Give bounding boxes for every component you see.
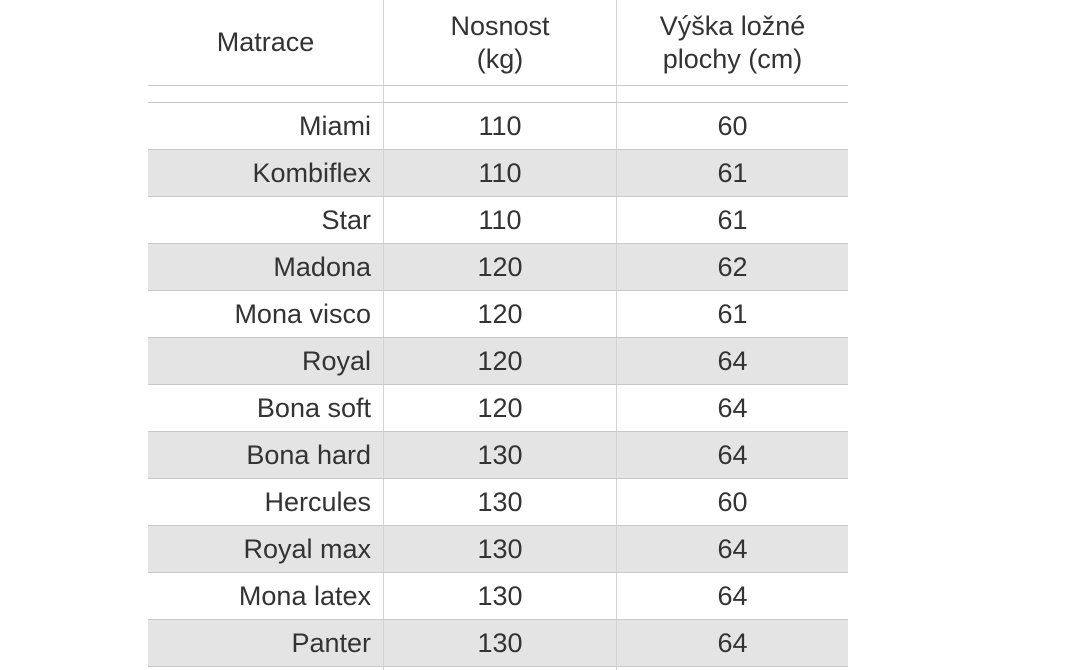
height-value: 60 <box>616 479 848 525</box>
table-row: Bona soft 120 64 <box>148 385 848 432</box>
spacer-cell <box>148 86 383 102</box>
table-row: Hercules 130 60 <box>148 479 848 526</box>
table-row: Mona visco 120 61 <box>148 291 848 338</box>
capacity-value: 130 <box>383 526 616 572</box>
mattress-name: Hercules <box>264 486 371 517</box>
height-value: 64 <box>616 385 848 431</box>
height-value: 64 <box>616 338 848 384</box>
mattress-comparison-table: Matrace Nosnost (kg) Výška ložné plochy … <box>148 0 848 670</box>
header-line: plochy (cm) <box>662 43 803 74</box>
header-line: Nosnost <box>450 10 550 41</box>
mattress-name: Madona <box>273 251 371 282</box>
spacer-cell <box>616 667 848 670</box>
mattress-name: Mona visco <box>234 298 371 329</box>
capacity-value: 120 <box>383 291 616 337</box>
height-value: 64 <box>616 620 848 666</box>
mattress-name: Kombiflex <box>252 157 371 188</box>
header-line: Výška ložné <box>659 10 806 41</box>
capacity-value: 110 <box>383 197 616 243</box>
table-row: Madona 120 62 <box>148 244 848 291</box>
mattress-name: Miami <box>299 110 371 141</box>
capacity-value: 110 <box>383 150 616 196</box>
table-row: Mona latex 130 64 <box>148 573 848 620</box>
column-header-vyska: Výška ložné plochy (cm) <box>616 0 848 85</box>
height-value: 62 <box>616 244 848 290</box>
spacer-cell <box>616 86 848 102</box>
table-row: Royal 120 64 <box>148 338 848 385</box>
height-value: 61 <box>616 291 848 337</box>
table-row: Panter 130 64 <box>148 620 848 667</box>
height-value: 64 <box>616 573 848 619</box>
table-row: Miami 110 60 <box>148 103 848 150</box>
capacity-value: 130 <box>383 479 616 525</box>
spacer-cell <box>383 86 616 102</box>
height-value: 60 <box>616 103 848 149</box>
capacity-value: 120 <box>383 385 616 431</box>
mattress-name: Royal max <box>243 533 371 564</box>
height-value: 64 <box>616 526 848 572</box>
mattress-name: Star <box>321 204 371 235</box>
partial-next-row <box>148 667 848 670</box>
capacity-value: 130 <box>383 620 616 666</box>
height-value: 64 <box>616 432 848 478</box>
mattress-name: Mona latex <box>238 580 371 611</box>
table-row: Kombiflex 110 61 <box>148 150 848 197</box>
capacity-value: 120 <box>383 338 616 384</box>
table-row: Bona hard 130 64 <box>148 432 848 479</box>
table-row: Star 110 61 <box>148 197 848 244</box>
column-header-nosnost: Nosnost (kg) <box>383 0 616 85</box>
spacer-cell <box>383 667 616 670</box>
mattress-name: Bona soft <box>256 392 371 423</box>
column-header-matrace: Matrace <box>148 0 383 85</box>
mattress-name: Royal <box>301 345 371 376</box>
table-row: Royal max 130 64 <box>148 526 848 573</box>
header-line: Matrace <box>216 27 315 57</box>
capacity-value: 110 <box>383 103 616 149</box>
table-header-row: Matrace Nosnost (kg) Výška ložné plochy … <box>148 0 848 86</box>
capacity-value: 130 <box>383 573 616 619</box>
height-value: 61 <box>616 150 848 196</box>
header-line: (kg) <box>476 43 524 74</box>
spacer-row <box>148 86 848 103</box>
capacity-value: 130 <box>383 432 616 478</box>
mattress-name: Panter <box>291 627 371 658</box>
mattress-name: Bona hard <box>246 439 371 470</box>
capacity-value: 120 <box>383 244 616 290</box>
height-value: 61 <box>616 197 848 243</box>
